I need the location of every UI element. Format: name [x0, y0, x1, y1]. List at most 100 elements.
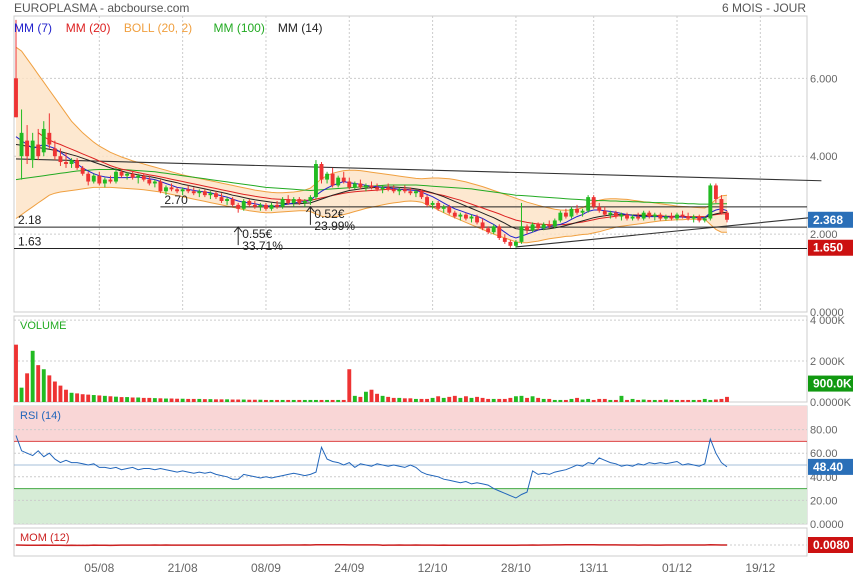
volume-bar — [36, 365, 41, 402]
volume-bar — [441, 397, 446, 402]
volume-bar — [452, 395, 457, 402]
candle — [14, 78, 18, 118]
volume-bar — [236, 399, 241, 402]
candle — [347, 181, 352, 188]
volume-bar — [580, 399, 585, 402]
price-annotations: 0.55€33.71% 0.52€23.99% — [233, 206, 355, 253]
volume-bar — [436, 396, 441, 402]
volume-bar — [702, 398, 707, 402]
candle — [563, 212, 568, 217]
candle — [252, 204, 257, 207]
volume-bar — [86, 394, 91, 402]
candle — [280, 199, 285, 207]
volume-bar — [558, 399, 563, 402]
price-tick-label: 6.000 — [810, 73, 838, 85]
volume-bar — [491, 398, 496, 402]
rsi-oversold-zone — [14, 488, 807, 524]
volume-bar — [708, 399, 713, 402]
level-lines: 2.70 2.18 1.63 — [14, 193, 807, 250]
last-rsi-tag-bg — [808, 458, 853, 475]
volume-bar — [375, 393, 379, 402]
candle — [525, 226, 529, 231]
volume-bar — [413, 398, 418, 402]
volume-bar — [575, 397, 579, 402]
price-panel-frame — [13, 15, 808, 313]
volume-bar — [552, 399, 557, 402]
volume-bar — [530, 396, 535, 402]
volume-bar — [519, 395, 524, 402]
candle — [513, 241, 518, 246]
volume-bar — [663, 399, 668, 402]
low-price-tag: 1.650 — [813, 241, 843, 255]
candle — [413, 191, 418, 194]
volume-bar — [613, 399, 618, 402]
volume-bar — [141, 397, 146, 402]
candle — [430, 202, 435, 205]
volume-bar — [97, 395, 102, 402]
volume-bar — [14, 344, 18, 402]
volume-bar — [347, 369, 352, 402]
volume-bar — [602, 398, 607, 402]
candle — [608, 212, 613, 215]
volume-panel-frame — [13, 315, 808, 403]
candle — [480, 222, 485, 229]
candle — [641, 212, 646, 219]
volume-bar — [669, 399, 674, 402]
volume-bar — [219, 399, 224, 402]
volume-bar — [619, 395, 624, 402]
candle — [636, 216, 641, 219]
volume-axis: 0.0000K 2 000K 4 000K 900.0K — [808, 315, 853, 409]
candle — [175, 189, 180, 192]
last-volume-tag: 900.0K — [813, 377, 852, 391]
x-tick-label: 05/08 — [84, 561, 114, 575]
low-price-tag-bg — [808, 239, 853, 256]
candle — [75, 160, 80, 168]
candle — [691, 216, 696, 219]
volume-bar — [280, 399, 285, 402]
candle — [458, 214, 463, 217]
candle — [502, 238, 507, 242]
volume-bar — [108, 396, 113, 402]
volume-bar — [536, 397, 541, 402]
candle — [258, 204, 263, 207]
volume-bar — [91, 395, 96, 402]
volume-bar — [352, 395, 357, 402]
volume-bar — [508, 397, 513, 402]
volume-bar — [563, 399, 568, 402]
chart-title: EUROPLASMA - abcbourse.com — [14, 1, 189, 15]
volume-bar — [336, 399, 341, 402]
volume-bar — [636, 399, 641, 402]
volume-bar — [480, 397, 485, 402]
candle — [36, 144, 41, 157]
volume-bar — [497, 398, 502, 402]
volume-bar — [308, 399, 313, 402]
volume-bar — [286, 399, 291, 402]
volume-bar — [30, 350, 35, 402]
candle — [436, 202, 441, 209]
volume-bar — [230, 399, 235, 402]
candle — [352, 183, 357, 188]
candle — [569, 208, 574, 217]
volume-bar — [641, 399, 646, 402]
volume-bar — [408, 398, 413, 402]
candle — [369, 185, 374, 188]
last-momentum-tag: 0.0080 — [813, 538, 850, 552]
annotation-arrow-head — [233, 226, 243, 233]
volume-bar — [25, 373, 30, 402]
candle — [91, 175, 96, 182]
volume-bar — [541, 398, 546, 402]
candle — [447, 206, 452, 213]
candle — [419, 191, 424, 198]
volume-bar — [469, 397, 474, 402]
volume-bar — [247, 399, 252, 402]
candle — [80, 167, 85, 174]
volume-bar — [58, 385, 63, 402]
volume-bar — [719, 398, 724, 402]
momentum-panel: 0.0080 MOM (12) — [13, 527, 853, 557]
candle — [408, 191, 413, 194]
momentum-title: MOM (12) — [20, 532, 70, 544]
x-tick-label: 19/12 — [745, 561, 775, 575]
legend-item: MM (14) — [278, 21, 323, 35]
momentum-axis: 0.0080 — [808, 537, 853, 553]
volume-bar — [208, 399, 213, 402]
